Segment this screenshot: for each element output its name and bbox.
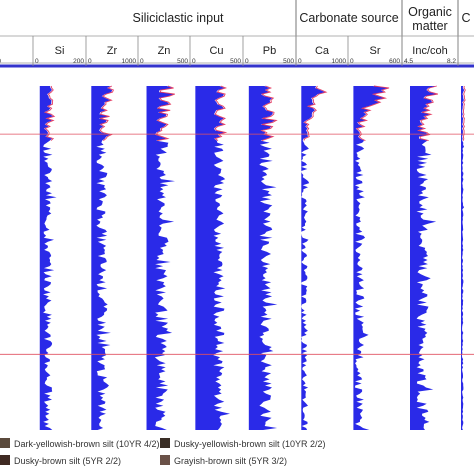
- scale-max-label: 200: [0, 58, 1, 65]
- legend-label: Grayish-brown silt (5YR 3/2): [174, 456, 288, 466]
- legend-label: Dusky-brown silt (5YR 2/2): [14, 456, 122, 466]
- legend-swatch: [0, 438, 10, 448]
- column-name: Ca: [315, 45, 330, 57]
- scale-min-label: 0: [298, 58, 302, 65]
- profile-overlay-line: [99, 85, 114, 141]
- group-label: Carbonate source: [299, 11, 398, 25]
- scale-min-label: 0: [192, 58, 196, 65]
- column-name: Zn: [158, 45, 171, 57]
- profile-plots: [39, 85, 466, 430]
- lithology-legend: Dark-yellowish-brown silt (10YR 4/2) Dus…: [0, 433, 474, 474]
- scale-max-label: 500: [230, 58, 241, 65]
- column-headers: Siliciclastic input Carbonate source Organ…: [0, 0, 474, 68]
- profile-overlay-line: [260, 85, 278, 142]
- legend-swatch: [160, 438, 170, 448]
- legend-label: Dusky-yellowish-brown silt (10YR 2/2): [174, 439, 326, 449]
- group-label: matter: [412, 19, 447, 33]
- group-label: Organic: [408, 5, 452, 19]
- column-name: Zr: [107, 45, 118, 57]
- scale-max-label: 500: [283, 58, 294, 65]
- profile-area-zr: [91, 86, 113, 430]
- profile-area-inc-coh: [410, 86, 437, 430]
- legend-item: Grayish-brown silt (5YR 3/2): [160, 455, 287, 466]
- profile-area-f: [461, 86, 465, 430]
- profile-overlay-line: [355, 85, 390, 142]
- column-name: Si: [55, 45, 65, 57]
- column-name: Cu: [209, 45, 223, 57]
- legend-swatch: [0, 455, 10, 465]
- group-label: C: [461, 11, 470, 25]
- scale-min-label: 0: [35, 58, 39, 65]
- legend-swatch: [160, 455, 170, 465]
- scale-min-label: 0: [245, 58, 249, 65]
- scale-min-label: 4.5: [404, 58, 413, 65]
- legend-item: Dusky-yellowish-brown silt (10YR 2/2): [160, 438, 326, 449]
- scale-min-label: 0: [88, 58, 92, 65]
- legend-item: Dark-yellowish-brown silt (10YR 4/2): [0, 438, 160, 449]
- profile-area-cu: [195, 86, 230, 430]
- scale-max-label: 1000: [122, 58, 137, 65]
- group-label: Siliciclastic input: [132, 11, 224, 25]
- profile-overlay-line: [214, 85, 228, 141]
- profile-overlay-line: [416, 85, 439, 142]
- scale-max-label: 500: [177, 58, 188, 65]
- legend-item: Dusky-brown silt (5YR 2/2): [0, 455, 121, 466]
- scale-max-label: 200: [73, 58, 84, 65]
- scale-min-label: 0: [350, 58, 354, 65]
- marker-lines: [0, 133, 474, 355]
- profile-overlay-line: [462, 85, 466, 141]
- profile-area-si: [39, 86, 57, 430]
- scale-max-label: 8.2: [447, 58, 456, 65]
- profile-overlay-line: [155, 85, 175, 142]
- scale-max-label: 600: [389, 58, 400, 65]
- column-name: Sr: [370, 45, 381, 57]
- profile-area-ca: [301, 86, 325, 430]
- column-name: Pb: [263, 45, 276, 57]
- profile-area-sr: [353, 86, 388, 430]
- scale-max-label: 1000: [332, 58, 347, 65]
- legend-label: Dark-yellowish-brown silt (10YR 4/2): [14, 439, 160, 449]
- scale-min-label: 0: [140, 58, 144, 65]
- profile-area-zn: [146, 86, 175, 430]
- column-name: Inc/coh: [412, 45, 447, 57]
- profile-overlay-line: [43, 85, 56, 141]
- profile-area-pb: [248, 86, 278, 430]
- profile-overlay-line: [303, 85, 328, 141]
